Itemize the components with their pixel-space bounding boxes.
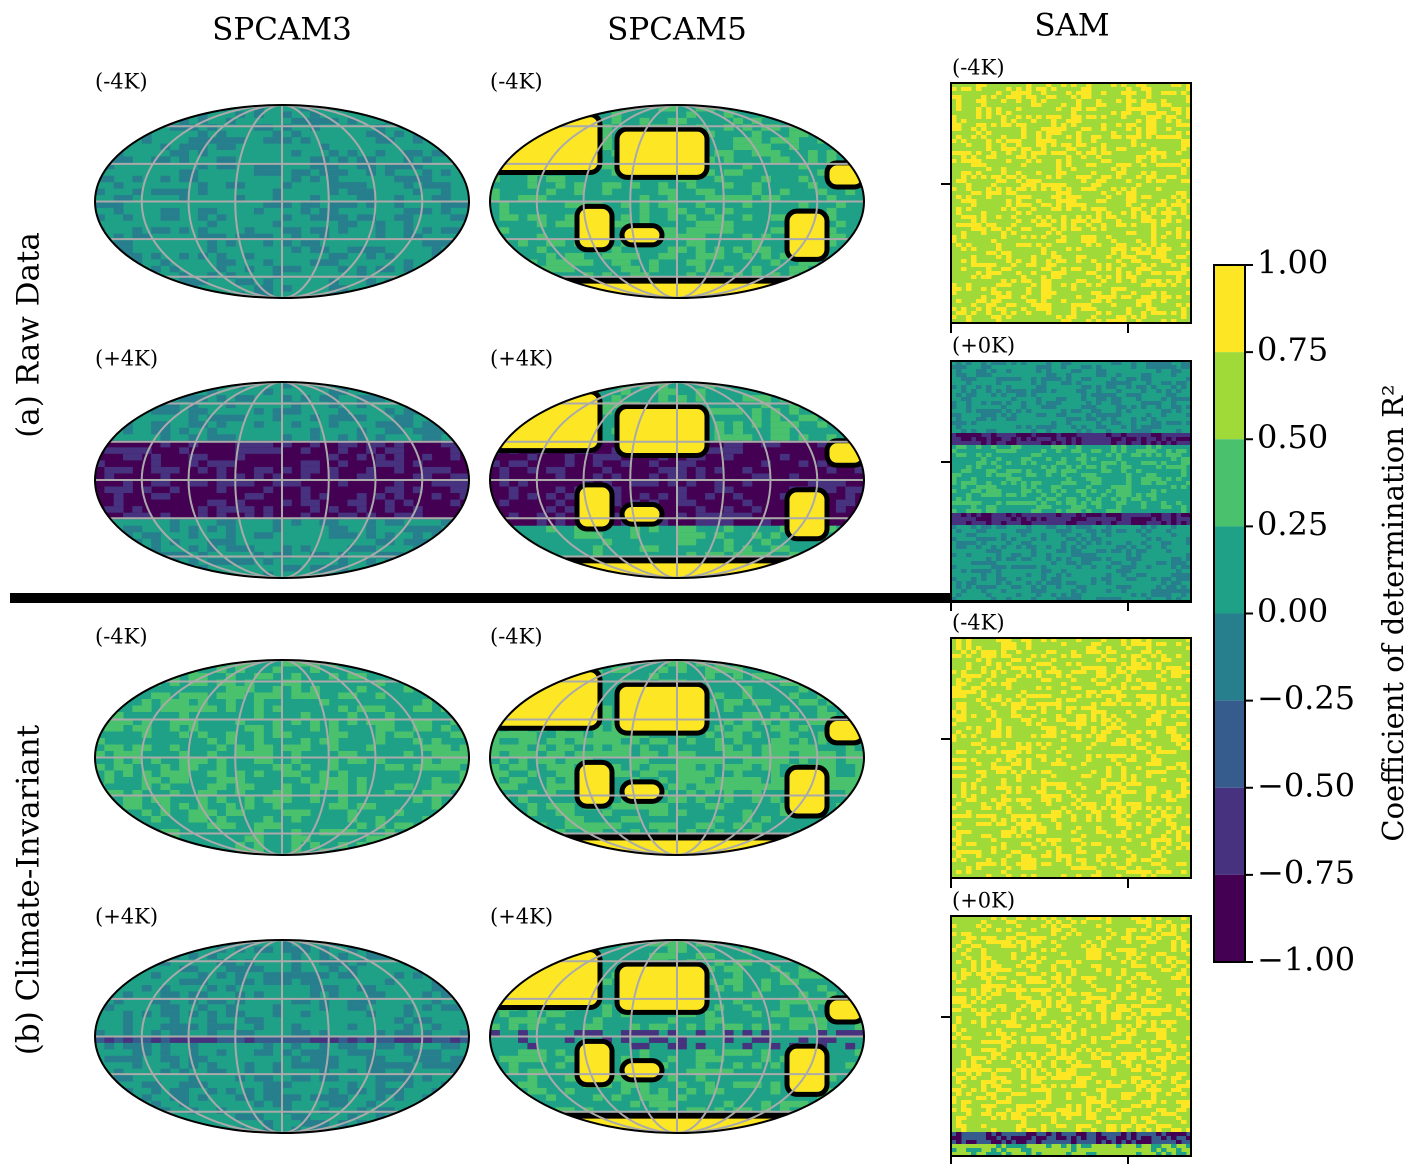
sam-panel (951, 916, 1192, 1157)
colorbar-tick-label: −0.75 (1257, 853, 1355, 891)
colorbar-label: Coefficient of determination R² (1376, 384, 1410, 841)
row-label: (a) Raw Data (11, 232, 47, 438)
colorbar-tick-label: 0.00 (1257, 592, 1328, 630)
column-title: SPCAM3 (212, 12, 352, 48)
colorbar-level (1214, 526, 1245, 613)
colorbar-tick-label: −0.50 (1257, 766, 1355, 804)
panel-label: (-4K) (95, 70, 148, 94)
panel-label: (+4K) (95, 905, 158, 929)
colorbar-level (1214, 439, 1245, 526)
colorbar-level (1214, 875, 1245, 962)
sam-panel (951, 361, 1192, 602)
colorbar-tick-label: 1.00 (1257, 244, 1328, 282)
colorbar-tick-label: 0.75 (1257, 331, 1328, 369)
panel-label: (-4K) (490, 625, 543, 649)
colorbar-tick-label: −1.00 (1257, 941, 1355, 979)
column-title: SPCAM5 (607, 12, 747, 48)
column-title: SAM (1034, 8, 1109, 44)
panel-label: (+4K) (490, 347, 553, 371)
colorbar-level (1214, 614, 1245, 701)
colorbar-tick-label: 0.50 (1257, 418, 1328, 456)
map (490, 660, 865, 867)
map (490, 940, 865, 1145)
map (490, 105, 865, 310)
panel-label: (-4K) (952, 611, 1005, 635)
colorbar-level (1214, 265, 1245, 352)
panel-label: (+0K) (952, 334, 1015, 358)
panel-label: (+4K) (95, 347, 158, 371)
colorbar-tick-label: −0.25 (1257, 679, 1355, 717)
panel-label: (-4K) (490, 70, 543, 94)
colorbar-tick-label: 0.25 (1257, 505, 1328, 543)
colorbar-level (1214, 788, 1245, 875)
panel-label: (+0K) (952, 889, 1015, 913)
panel-label: (-4K) (952, 56, 1005, 80)
panel-label: (-4K) (95, 625, 148, 649)
map (490, 382, 865, 590)
sam-panel (951, 83, 1192, 324)
panel-label: (+4K) (490, 905, 553, 929)
colorbar-level (1214, 701, 1245, 788)
row-label: (b) Climate-Invariant (11, 724, 47, 1055)
colorbar-level (1214, 352, 1245, 439)
sam-panel (951, 638, 1192, 879)
